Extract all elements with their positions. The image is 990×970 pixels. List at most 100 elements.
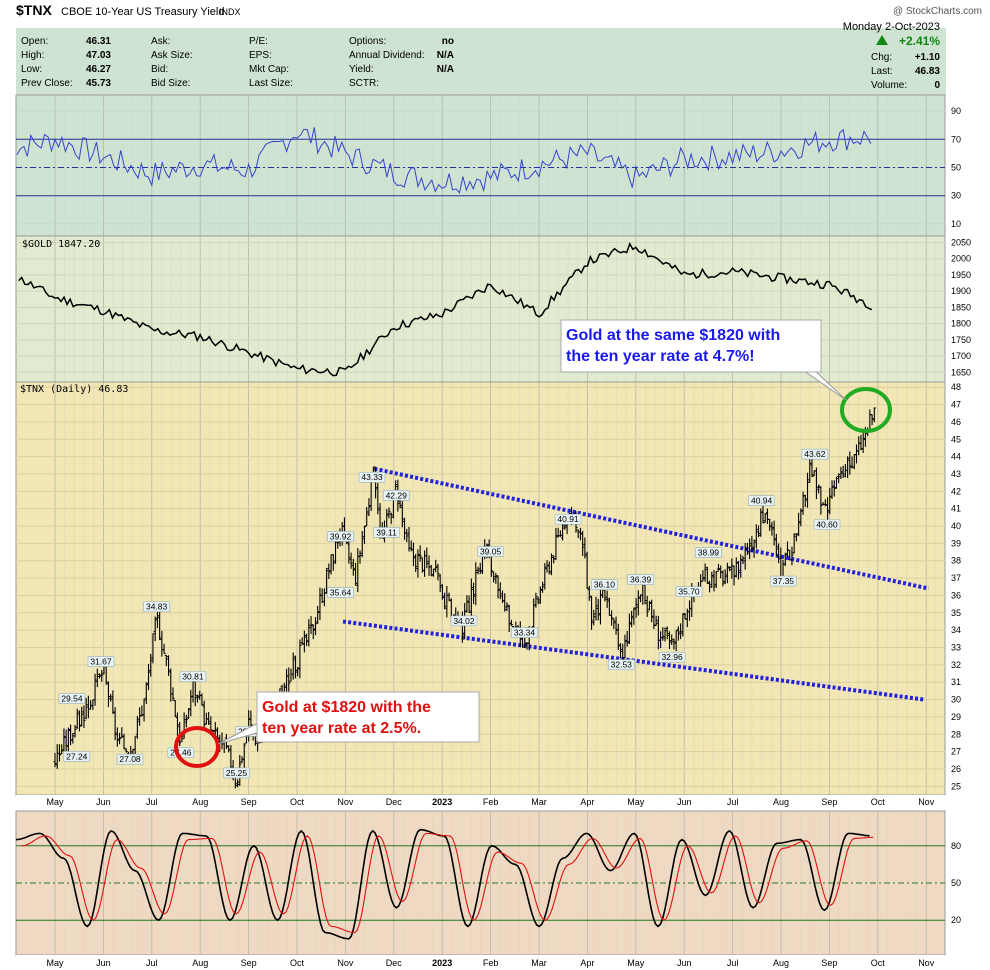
quote-label: Annual Dividend: [349,50,425,61]
quote-date: Monday 2-Oct-2023 [843,21,940,33]
price-label-bg [801,448,829,460]
x-tick: Nov [918,797,935,807]
price-tick: 40 [951,521,961,531]
rsi-tick: 30 [951,191,961,201]
quote-value: 46.83 [915,66,940,77]
callouts: Gold at the same $1820 with the ten year … [217,319,847,745]
price-label-bg [477,546,504,557]
quote-value: 46.27 [86,64,111,75]
price-label: 29.54 [58,693,86,704]
stoch-tick: 50 [951,878,961,888]
x-tick: Jun [677,797,692,807]
x-tick: Nov [918,958,935,968]
price-label: 38.99 [695,547,722,558]
x-tick: Oct [871,797,886,807]
security-name: CBOE 10-Year US Treasury Yield [61,6,224,18]
quote-value: 46.31 [86,36,111,47]
price-tick: 25 [951,781,961,791]
price-label-text: 43.62 [804,449,826,459]
price-tick: 27 [951,747,961,757]
price-label-text: 40.91 [557,514,579,524]
quote-label: Bid Size: [151,78,190,89]
price-legend: $TNX (Daily) 46.83 [20,384,128,395]
price-tick: 30 [951,695,961,705]
price-label: 25.25 [223,767,250,779]
gold-tick: 1850 [951,302,971,312]
price-label-bg [179,671,207,682]
price-label: 39.05 [477,546,504,557]
pct-change: +2.41% [899,34,940,48]
quote-table-bg [16,28,946,95]
price-label-bg [327,587,354,598]
x-tick: Nov [337,797,354,807]
x-tick: 2023 [432,958,452,968]
exchange: INDX [219,7,241,17]
price-label: 30.81 [179,671,207,682]
x-tick: Mar [531,958,547,968]
price-label-text: 34.02 [453,616,475,626]
quote-table: Open: 46.31 Ask: P/E: Options: no High: 47.03 As… [21,36,940,91]
gold-tick: 1950 [951,270,971,280]
price-label: 40.91 [554,513,582,525]
price-tick: 28 [951,729,961,739]
x-tick: Sep [821,958,837,968]
stoch-tick: 80 [951,841,961,851]
price-label-text: 39.05 [480,547,502,557]
price-label-bg [675,586,703,597]
quote-label: Options: [349,36,386,47]
price-label-text: 30.81 [182,672,204,682]
stochastic-panel: 80 50 20 [15,810,961,956]
rsi-panel: 90 70 50 30 10 [15,94,961,237]
price-tick: 48 [951,382,961,392]
price-label-bg [63,751,91,762]
quote-label: High: [21,50,44,61]
price-tick: 36 [951,590,961,600]
price-label-bg [58,693,86,704]
x-tick: Aug [773,958,789,968]
price-label: 27.08 [116,753,144,765]
rsi-tick: 50 [951,163,961,173]
watermark: @ StockCharts.com [893,6,982,17]
price-label: 37.35 [770,575,797,587]
gold-legend: $GOLD 1847.20 [22,239,100,250]
symbol: $TNX [16,2,52,18]
price-label-bg [748,495,775,507]
x-tick: Jul [146,958,158,968]
quote-label: Ask: [151,36,170,47]
x-axis-lower: May Jun Jul Aug Sep Oct Nov Dec 2023 Feb Mar Apr May… [16,955,945,969]
x-tick: Oct [290,797,305,807]
price-tick: 44 [951,452,961,462]
price-label: 43.33 [358,471,386,483]
price-label: 27.24 [63,751,91,762]
x-tick: May [627,797,645,807]
price-label-bg [658,651,686,663]
x-tick: Mar [531,797,547,807]
x-tick: Dec [386,797,403,807]
quote-label: Last Size: [249,78,293,89]
price-label: 32.53 [607,659,635,670]
price-bg [15,381,946,796]
price-label-bg [87,656,115,667]
x-tick: Oct [290,958,305,968]
price-label-bg [116,753,144,765]
gold-tick: 1800 [951,319,971,329]
rsi-tick: 70 [951,134,961,144]
x-tick: Aug [192,958,208,968]
quote-value: +1.10 [915,52,941,63]
price-label-text: 36.10 [594,580,616,590]
price-label-text: 40.94 [751,496,773,506]
price-label: 34.02 [450,615,478,627]
x-tick: Apr [580,958,594,968]
price-label-text: 36.39 [630,575,652,585]
price-tick: 46 [951,417,961,427]
x-tick: Feb [483,797,499,807]
x-tick: Jun [677,958,692,968]
price-label-text: 40.60 [816,520,838,530]
price-label: 42.29 [382,489,410,501]
price-label-text: 27.24 [66,751,88,761]
price-tick: 45 [951,434,961,444]
price-label: 39.92 [327,531,354,542]
price-label-text: 39.11 [376,527,397,537]
x-tick: Dec [386,958,403,968]
